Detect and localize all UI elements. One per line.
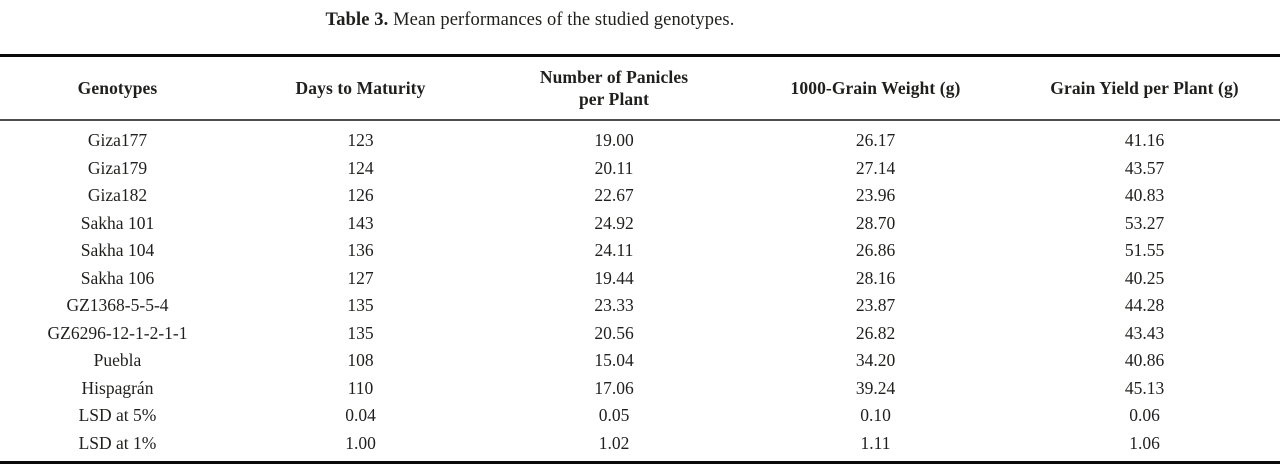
value-cell: 53.27 bbox=[1124, 212, 1165, 233]
table-caption-label: Table 3. bbox=[325, 10, 389, 30]
col-header-panicles-per-plant: Number of Panicles per Plant bbox=[486, 56, 742, 121]
genotype-cell: LSD at 5% bbox=[78, 405, 157, 425]
value-cell: 23.33 bbox=[594, 295, 634, 315]
value-cell: 124 bbox=[347, 157, 374, 178]
value-cell: 19.44 bbox=[594, 267, 634, 288]
genotype-cell: GZ6296-12-1-2-1-1 bbox=[47, 322, 188, 343]
table-row: GZ1368-5-5-4 135 23.33 23.87 44.28 bbox=[0, 292, 1280, 320]
value-cell: 26.82 bbox=[855, 322, 896, 343]
value-cell: 26.17 bbox=[855, 130, 896, 150]
value-cell: 143 bbox=[347, 212, 374, 233]
col-header-label: Genotypes bbox=[77, 78, 158, 98]
table-body: Giza177 123 19.00 26.17 41.16 Giza179 12… bbox=[0, 120, 1280, 463]
value-cell: 1.02 bbox=[598, 432, 630, 453]
value-cell: 19.00 bbox=[594, 130, 634, 150]
value-cell: 0.04 bbox=[345, 405, 376, 425]
table-row: Giza179 124 20.11 27.14 43.57 bbox=[0, 155, 1280, 183]
value-cell: 23.87 bbox=[855, 295, 896, 315]
table-row: Giza177 123 19.00 26.17 41.16 bbox=[0, 120, 1280, 155]
value-cell: 1.11 bbox=[860, 432, 891, 453]
value-cell: 15.04 bbox=[594, 350, 634, 370]
value-cell: 135 bbox=[347, 322, 374, 343]
col-header-label: Grain Yield per Plant (g) bbox=[1050, 78, 1239, 98]
value-cell: 40.25 bbox=[1124, 267, 1165, 288]
value-cell: 39.24 bbox=[855, 377, 896, 398]
table-header: Genotypes Days to Maturity Number of Pan… bbox=[0, 56, 1280, 121]
table-row: Sakha 106 127 19.44 28.16 40.25 bbox=[0, 265, 1280, 293]
value-cell: 51.55 bbox=[1124, 240, 1165, 260]
value-cell: 123 bbox=[347, 130, 374, 150]
genotype-performance-table: Genotypes Days to Maturity Number of Pan… bbox=[0, 54, 1280, 464]
value-cell: 108 bbox=[347, 350, 374, 370]
genotype-cell: Giza179 bbox=[87, 157, 148, 178]
value-cell: 0.06 bbox=[1129, 405, 1160, 425]
value-cell: 41.16 bbox=[1124, 130, 1165, 150]
value-cell: 126 bbox=[347, 185, 374, 205]
col-header-label: 1000-Grain Weight (g) bbox=[790, 78, 961, 98]
header-row: Genotypes Days to Maturity Number of Pan… bbox=[0, 56, 1280, 121]
table-row: GZ6296-12-1-2-1-1 135 20.56 26.82 43.43 bbox=[0, 320, 1280, 348]
value-cell: 24.92 bbox=[594, 212, 634, 233]
value-cell: 34.20 bbox=[855, 350, 896, 370]
col-header-label: Number of Panicles per Plant bbox=[539, 67, 689, 109]
value-cell: 27.14 bbox=[855, 157, 896, 178]
value-cell: 20.56 bbox=[594, 322, 634, 343]
value-cell: 1.00 bbox=[345, 432, 376, 453]
table-row: Giza182 126 22.67 23.96 40.83 bbox=[0, 182, 1280, 210]
table-caption: Table 3. Mean performances of the studie… bbox=[0, 8, 1060, 32]
col-header-grain-yield: Grain Yield per Plant (g) bbox=[1009, 56, 1280, 121]
value-cell: 127 bbox=[347, 267, 374, 288]
genotype-cell: Puebla bbox=[93, 350, 142, 370]
paper-page: Table 3. Mean performances of the studie… bbox=[0, 8, 1280, 464]
value-cell: 28.70 bbox=[855, 212, 896, 233]
genotype-cell: GZ1368-5-5-4 bbox=[66, 295, 169, 315]
col-header-days-to-maturity: Days to Maturity bbox=[235, 56, 486, 121]
table-row: LSD at 5% 0.04 0.05 0.10 0.06 bbox=[0, 402, 1280, 430]
table-row: Sakha 101 143 24.92 28.70 53.27 bbox=[0, 210, 1280, 238]
value-cell: 40.86 bbox=[1124, 350, 1165, 370]
value-cell: 28.16 bbox=[855, 267, 896, 288]
value-cell: 0.10 bbox=[860, 405, 891, 425]
table-caption-text: Mean performances of the studied genotyp… bbox=[393, 10, 735, 30]
genotype-cell: Hispagrán bbox=[81, 377, 154, 398]
table-row: LSD at 1% 1.00 1.02 1.11 1.06 bbox=[0, 430, 1280, 463]
genotype-cell: Giza177 bbox=[87, 130, 148, 150]
genotype-cell: Sakha 101 bbox=[80, 212, 155, 233]
value-cell: 136 bbox=[347, 240, 374, 260]
table-row: Sakha 104 136 24.11 26.86 51.55 bbox=[0, 237, 1280, 265]
value-cell: 45.13 bbox=[1124, 377, 1165, 398]
value-cell: 26.86 bbox=[855, 240, 896, 260]
value-cell: 17.06 bbox=[594, 377, 634, 398]
value-cell: 135 bbox=[347, 295, 374, 315]
value-cell: 22.67 bbox=[594, 185, 634, 205]
genotype-cell: Sakha 104 bbox=[80, 240, 155, 260]
col-header-grain-weight: 1000-Grain Weight (g) bbox=[742, 56, 1009, 121]
genotype-cell: LSD at 1% bbox=[78, 432, 157, 453]
col-header-label: Days to Maturity bbox=[295, 78, 426, 98]
value-cell: 44.28 bbox=[1124, 295, 1165, 315]
genotype-cell: Giza182 bbox=[87, 185, 148, 205]
value-cell: 40.83 bbox=[1124, 185, 1165, 205]
value-cell: 43.43 bbox=[1124, 322, 1165, 343]
value-cell: 20.11 bbox=[594, 157, 634, 178]
table-row: Hispagrán 110 17.06 39.24 45.13 bbox=[0, 375, 1280, 403]
table-row: Puebla 108 15.04 34.20 40.86 bbox=[0, 347, 1280, 375]
col-header-genotypes: Genotypes bbox=[0, 56, 235, 121]
value-cell: 43.57 bbox=[1124, 157, 1165, 178]
value-cell: 110 bbox=[347, 377, 374, 398]
value-cell: 23.96 bbox=[855, 185, 896, 205]
value-cell: 24.11 bbox=[594, 240, 634, 260]
genotype-cell: Sakha 106 bbox=[80, 267, 155, 288]
value-cell: 1.06 bbox=[1129, 432, 1160, 453]
value-cell: 0.05 bbox=[598, 405, 630, 425]
